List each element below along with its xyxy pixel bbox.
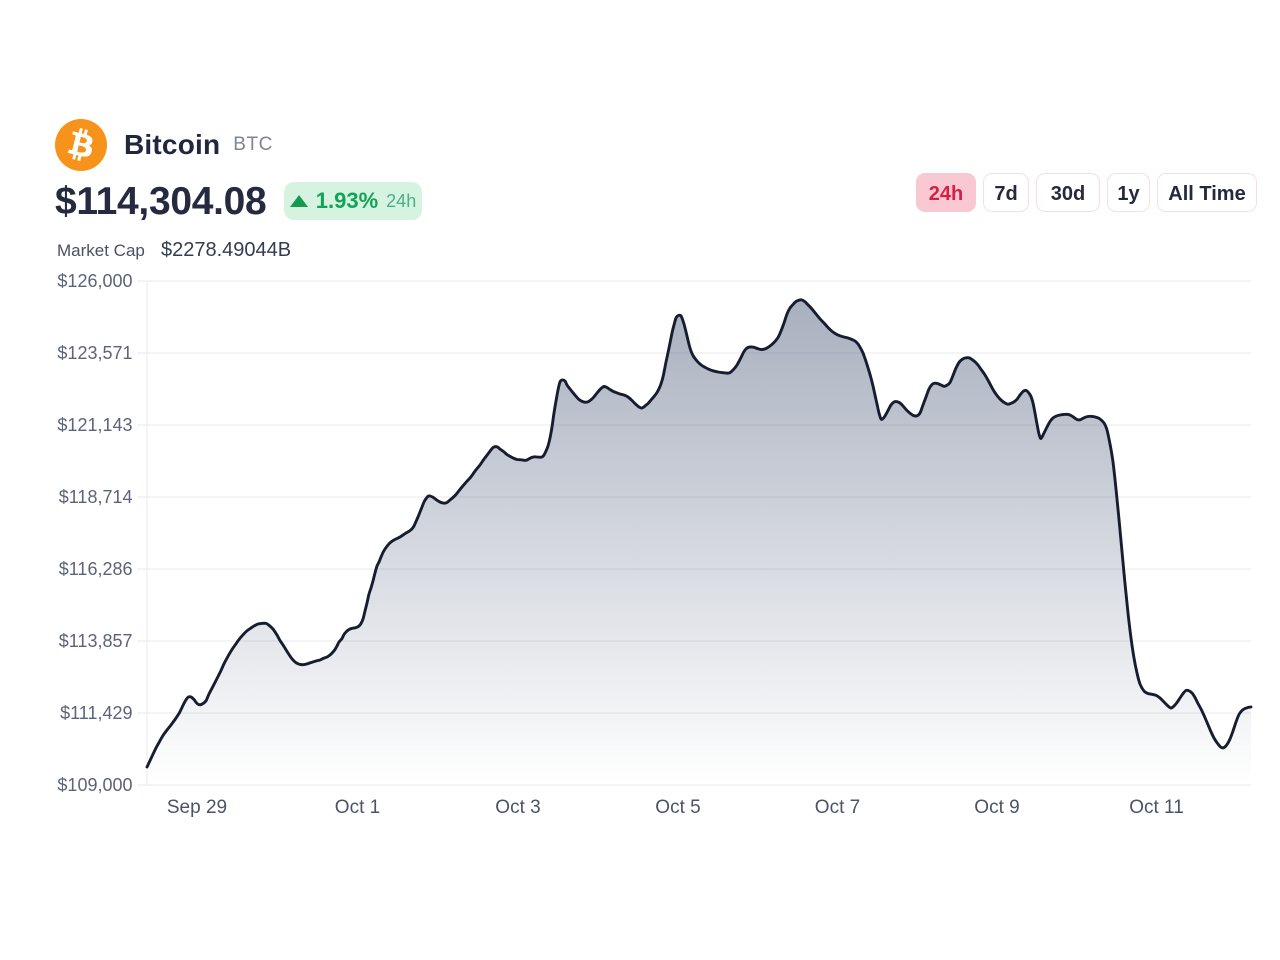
svg-text:Oct 1: Oct 1 xyxy=(335,797,380,818)
svg-text:Oct 3: Oct 3 xyxy=(495,797,540,818)
svg-text:$123,571: $123,571 xyxy=(57,343,132,363)
svg-text:$113,857: $113,857 xyxy=(59,631,133,651)
svg-text:Oct 9: Oct 9 xyxy=(974,797,1019,818)
svg-text:$111,429: $111,429 xyxy=(60,703,132,723)
svg-text:Sep 29: Sep 29 xyxy=(167,797,227,818)
svg-text:$109,000: $109,000 xyxy=(57,775,132,795)
svg-text:Oct 7: Oct 7 xyxy=(815,797,860,818)
svg-text:$126,000: $126,000 xyxy=(57,271,132,291)
svg-text:Oct 11: Oct 11 xyxy=(1129,797,1184,818)
svg-text:Oct 5: Oct 5 xyxy=(655,797,700,818)
svg-text:$121,143: $121,143 xyxy=(57,415,132,435)
svg-text:$118,714: $118,714 xyxy=(59,487,133,507)
svg-text:$116,286: $116,286 xyxy=(59,559,133,579)
